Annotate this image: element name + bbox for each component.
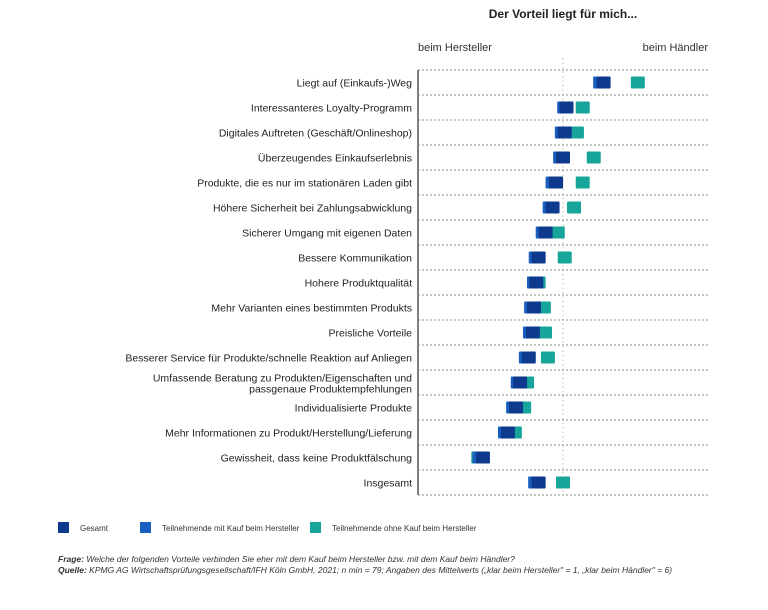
marker-gesamt [513, 376, 528, 389]
legend-label: Gesamt [80, 524, 109, 533]
category-label: Mehr Varianten eines bestimmten Produkts [211, 303, 412, 315]
category-label: Insgesamt [364, 478, 413, 490]
axis-right-label: beim Händler [643, 42, 709, 54]
marker-ohne-kauf [550, 226, 565, 239]
category-label-line: Sicherer Umgang mit eigenen Daten [242, 228, 412, 240]
axis-left-label: beim Hersteller [418, 42, 492, 54]
category-label: Hohere Produktqualität [305, 278, 412, 290]
category-label-line: Digitales Auftreten (Geschäft/Onlineshop… [219, 128, 412, 140]
legend-swatch [310, 522, 321, 533]
marker-gesamt [557, 126, 572, 139]
chart-title: Der Vorteil liegt für mich... [489, 7, 637, 21]
marker-gesamt [556, 151, 570, 164]
marker-gesamt [475, 451, 490, 464]
category-label-line: Überzeugendes Einkaufserlebnis [258, 153, 412, 165]
legend: Gesamt Teilnehmende mit Kauf beim Herstel… [58, 522, 477, 533]
category-label: Bessere Kommunikation [298, 253, 412, 265]
question-label: Frage: [58, 554, 84, 564]
category-label: Liegt auf (Einkaufs-)Weg [297, 78, 413, 90]
category-label-line: Produkte, die es nur im stationären Lade… [197, 178, 412, 190]
marker-ohne-kauf [630, 76, 645, 89]
category-label-line: Höhere Sicherheit bei Zahlungsabwicklung [213, 203, 412, 215]
legend-swatch [140, 522, 151, 533]
category-label: Interessanteres Loyalty-Programm [251, 103, 412, 115]
marker-gesamt [525, 326, 540, 339]
legend-swatch [58, 522, 69, 533]
marker-gesamt [509, 401, 524, 414]
category-label: Überzeugendes Einkaufserlebnis [258, 153, 412, 165]
marker-ohne-kauf [575, 176, 590, 189]
category-label-line: Mehr Varianten eines bestimmten Produkts [211, 303, 412, 315]
marker-ohne-kauf [569, 126, 584, 139]
marker-ohne-kauf [556, 476, 570, 489]
category-label: Höhere Sicherheit bei Zahlungsabwicklung [213, 203, 412, 215]
legend-label: Teilnehmende ohne Kauf beim Hersteller [332, 524, 477, 533]
category-label: Sicherer Umgang mit eigenen Daten [242, 228, 412, 240]
marker-gesamt [529, 276, 544, 289]
category-label: Besserer Service für Produkte/schnelle R… [125, 353, 412, 365]
marker-ohne-kauf [567, 201, 582, 214]
category-label-line: Hohere Produktqualität [305, 278, 412, 290]
marker-gesamt [521, 351, 536, 364]
marker-gesamt [596, 76, 611, 89]
category-label: Umfassende Beratung zu Produkten/Eigensc… [153, 373, 412, 396]
marker-gesamt [527, 301, 541, 314]
question-text: Welche der folgenden Vorteile verbinden … [83, 554, 515, 564]
category-label-line: Interessanteres Loyalty-Programm [251, 103, 412, 115]
marker-gesamt [559, 101, 574, 114]
marker-gesamt [549, 176, 564, 189]
category-label: Preisliche Vorteile [329, 328, 413, 340]
marker-gesamt [500, 426, 515, 439]
data-marks [471, 76, 645, 489]
legend-label: Teilnehmende mit Kauf beim Hersteller [162, 524, 300, 533]
category-label: Digitales Auftreten (Geschäft/Onlineshop… [219, 128, 412, 140]
marker-ohne-kauf [575, 101, 590, 114]
marker-ohne-kauf [586, 151, 601, 164]
marker-ohne-kauf [557, 251, 572, 264]
category-label: Gewissheit, dass keine Produktfälschung [221, 453, 413, 465]
category-label-line: Liegt auf (Einkaufs-)Weg [297, 78, 413, 90]
category-label-line: Insgesamt [364, 478, 413, 490]
footnote: Frage: Welche der folgenden Vorteile ver… [58, 554, 738, 576]
source-text: KPMG AG Wirtschaftsprüfungsgesellschaft/… [86, 565, 673, 575]
category-label-line: Bessere Kommunikation [298, 253, 412, 265]
marker-gesamt [531, 251, 546, 264]
marker-gesamt [545, 201, 560, 214]
category-label-line: Gewissheit, dass keine Produktfälschung [221, 453, 413, 465]
category-label-line: Umfassende Beratung zu Produkten/Eigensc… [153, 373, 412, 385]
category-label-line: passgenaue Produktempfehlungen [249, 384, 412, 396]
category-label: Individualisierte Produkte [295, 403, 412, 415]
marker-gesamt [538, 226, 553, 239]
footnote-question: Frage: Welche der folgenden Vorteile ver… [58, 554, 738, 565]
gridlines [417, 58, 708, 496]
marker-ohne-kauf [540, 351, 555, 364]
marker-gesamt [531, 476, 546, 489]
footnote-source: Quelle: KPMG AG Wirtschaftsprüfungsgesel… [58, 565, 738, 576]
category-label-line: Preisliche Vorteile [329, 328, 413, 340]
category-label-line: Individualisierte Produkte [295, 403, 412, 415]
marker-ohne-kauf [538, 326, 553, 339]
source-label: Quelle: [58, 565, 87, 575]
category-label: Produkte, die es nur im stationären Lade… [197, 178, 412, 190]
category-label: Mehr Informationen zu Produkt/Herstellun… [165, 428, 412, 440]
category-label-line: Besserer Service für Produkte/schnelle R… [125, 353, 412, 365]
category-labels: Liegt auf (Einkaufs-)Weg Interessanteres … [125, 78, 412, 490]
category-label-line: Mehr Informationen zu Produkt/Herstellun… [165, 428, 412, 440]
